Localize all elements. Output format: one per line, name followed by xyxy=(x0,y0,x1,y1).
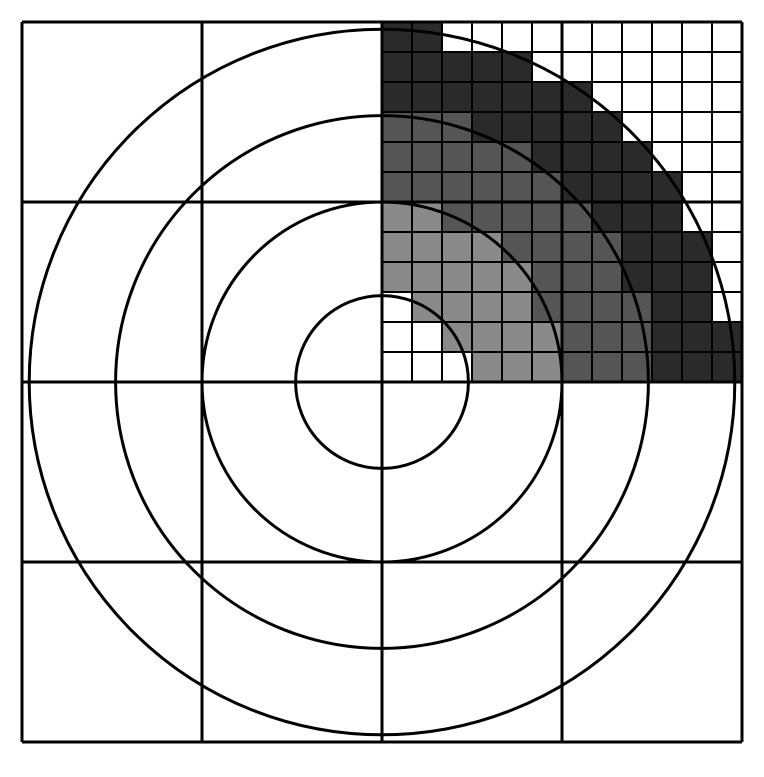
radial-quadtree-diagram xyxy=(0,0,764,777)
